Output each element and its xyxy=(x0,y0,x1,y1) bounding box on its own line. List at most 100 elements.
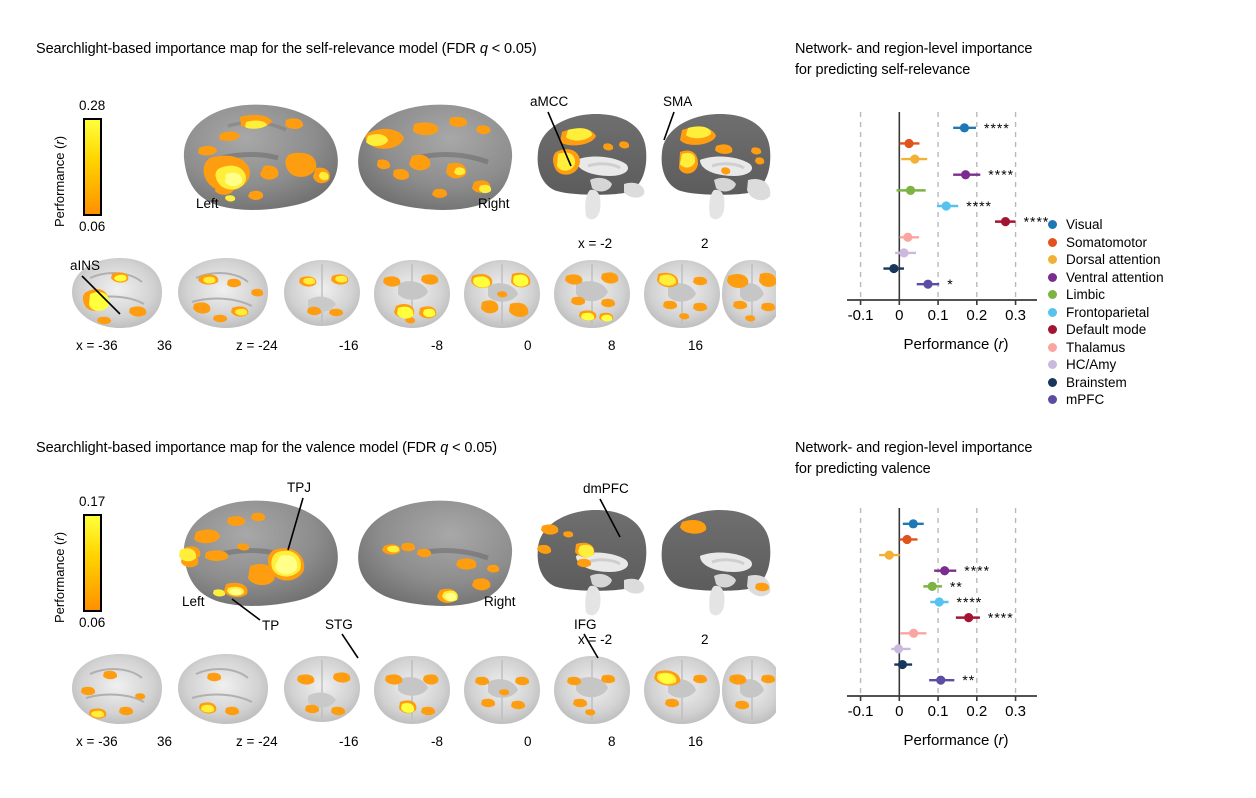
legend-item-default-mode: Default mode xyxy=(1048,321,1164,339)
legend-color-swatch xyxy=(1048,325,1057,335)
title-text-pre: Searchlight-based importance map for the… xyxy=(36,440,441,456)
x-axis-tick-label: 0.2 xyxy=(966,307,987,324)
significance-marker: ** xyxy=(962,672,975,688)
title-text-post: < 0.05) xyxy=(487,41,537,57)
data-point xyxy=(964,613,974,623)
annotation-TP: TP xyxy=(262,618,280,633)
sagittal-label-bottom-right: 2 xyxy=(701,632,709,647)
legend-color-swatch xyxy=(1048,342,1057,352)
x-axis-tick-label: 0 xyxy=(895,307,903,324)
legend-item-dorsal-attention: Dorsal attention xyxy=(1048,251,1164,269)
brain-sagittal-pair-valence xyxy=(528,502,776,627)
slice-label-top-3: -16 xyxy=(339,338,359,353)
colorbar-min-label: 0.06 xyxy=(79,615,106,630)
sagittal-label-bottom-left: x = -2 xyxy=(578,632,613,647)
legend-item-hc-amy: HC/Amy xyxy=(1048,356,1164,374)
colorbar-max-label: 0.17 xyxy=(79,494,106,509)
slice-label-bottom-4: -8 xyxy=(431,734,444,749)
legend-item-brainstem: Brainstem xyxy=(1048,374,1164,392)
legend-item-ventral-attention: Ventral attention xyxy=(1048,269,1164,287)
legend-item-mpfc: mPFC xyxy=(1048,391,1164,409)
slice-label-top-5: 0 xyxy=(524,338,532,353)
leader-line-aMCC xyxy=(547,111,572,167)
legend-item-somatomotor: Somatomotor xyxy=(1048,234,1164,252)
leader-line-SMA xyxy=(663,111,675,141)
significance-marker: ** xyxy=(950,578,963,594)
significance-marker: * xyxy=(947,276,953,292)
title-text-pre: Searchlight-based importance map for the… xyxy=(36,41,480,57)
annotation-STG: STG xyxy=(325,617,353,632)
data-point xyxy=(936,675,946,685)
title-q-symbol: q xyxy=(440,440,449,456)
data-point xyxy=(940,566,950,576)
significance-marker: **** xyxy=(988,610,1014,626)
annotation-aMCC: aMCC xyxy=(530,94,569,109)
slice-label-bottom-1: 36 xyxy=(157,734,173,749)
data-point xyxy=(897,659,908,670)
data-point xyxy=(941,201,951,211)
legend-color-swatch xyxy=(1048,290,1057,300)
data-point xyxy=(884,550,894,560)
panel-title-self-relevance-forest-line1: Network- and region-level importance xyxy=(795,41,1033,57)
x-axis-tick-label: 0.2 xyxy=(966,703,987,720)
panel-title-valence: Searchlight-based importance map for the… xyxy=(36,440,497,456)
legend-label: Dorsal attention xyxy=(1066,252,1161,267)
data-point xyxy=(1000,217,1011,227)
significance-marker: **** xyxy=(1024,214,1050,230)
legend-label: Limbic xyxy=(1066,287,1106,302)
data-point xyxy=(923,279,933,289)
legend-label: Frontoparietal xyxy=(1066,304,1150,320)
data-point xyxy=(959,123,970,133)
significance-marker: **** xyxy=(957,594,983,610)
x-axis-tick-label: -0.1 xyxy=(848,703,874,720)
panel-title-valence-forest-line2: for predicting valence xyxy=(795,461,931,477)
title-q-symbol: q xyxy=(479,41,488,57)
slice-label-bottom-7: 16 xyxy=(688,734,704,749)
data-point xyxy=(960,170,971,180)
legend-color-swatch xyxy=(1048,237,1057,247)
forest-plot-valence: -0.1 0 0.1 0.2 0.3 **** ** **** **** ** xyxy=(845,508,1067,720)
annotation-IFG: IFG xyxy=(574,617,597,632)
data-point xyxy=(909,628,919,638)
legend-color-swatch xyxy=(1048,220,1057,230)
x-axis-tick-label: 0.1 xyxy=(928,703,949,720)
legend-color-swatch xyxy=(1048,395,1057,405)
data-point xyxy=(903,232,913,242)
slice-label-top-2: z = -24 xyxy=(236,338,278,353)
significance-marker: **** xyxy=(964,563,990,579)
slice-label-bottom-2: z = -24 xyxy=(236,734,278,749)
data-point xyxy=(908,519,918,529)
annotation-aINS: aINS xyxy=(70,258,101,273)
leader-line-aINS xyxy=(81,275,121,315)
brain-surface-left-valence xyxy=(168,492,348,622)
brain-slice-row-valence xyxy=(60,648,776,732)
legend-item-visual: Visual xyxy=(1048,216,1164,234)
legend-label: Default mode xyxy=(1066,322,1147,337)
slice-label-top-6: 8 xyxy=(608,338,616,353)
legend-color-swatch xyxy=(1048,272,1057,282)
x-axis-tick-label: 0.3 xyxy=(1005,307,1026,324)
legend-item-frontoparietal: Frontoparietal xyxy=(1048,304,1164,322)
hemisphere-label-right-top: Right xyxy=(478,196,510,211)
colorbar-axis-label: Performance (r) xyxy=(52,531,67,623)
data-point xyxy=(889,263,899,274)
colorbar-gradient xyxy=(83,514,102,612)
hemisphere-label-left-bottom: Left xyxy=(182,594,205,609)
slice-label-bottom-3: -16 xyxy=(339,734,359,749)
data-point xyxy=(899,248,909,258)
legend-label: HC/Amy xyxy=(1066,357,1117,372)
annotation-SMA: SMA xyxy=(663,94,693,109)
brain-surface-left-self-relevance xyxy=(168,96,348,226)
leader-line-dmPFC xyxy=(599,498,621,538)
legend-label: Brainstem xyxy=(1066,374,1127,390)
legend-label: Thalamus xyxy=(1066,339,1126,355)
legend-label: mPFC xyxy=(1066,392,1105,407)
panel-title-self-relevance: Searchlight-based importance map for the… xyxy=(36,41,537,57)
leader-line-TP xyxy=(231,598,261,621)
significance-marker: **** xyxy=(984,120,1010,136)
slice-label-top-0: x = -36 xyxy=(76,338,118,353)
forest-plot-self-relevance: -0.1 0 0.1 0.2 0.3 **** **** **** **** * xyxy=(845,112,1067,324)
sagittal-label-top-right: 2 xyxy=(701,236,709,251)
x-axis-title-valence: Performance (r) xyxy=(903,732,1009,749)
